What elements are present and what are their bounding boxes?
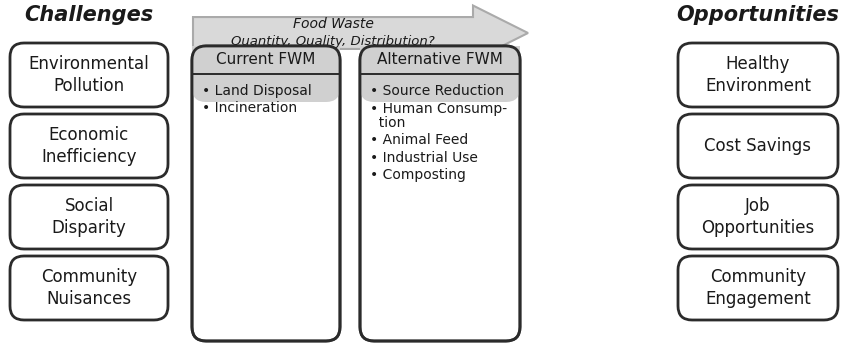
Text: • Composting: • Composting bbox=[370, 168, 466, 183]
Text: • Industrial Use: • Industrial Use bbox=[370, 151, 478, 165]
Text: tion: tion bbox=[370, 116, 405, 130]
FancyBboxPatch shape bbox=[192, 46, 340, 74]
Text: Community
Nuisances: Community Nuisances bbox=[41, 268, 137, 309]
Text: Economic
Inefficiency: Economic Inefficiency bbox=[42, 126, 137, 167]
FancyBboxPatch shape bbox=[678, 256, 838, 320]
Text: Current FWM: Current FWM bbox=[216, 53, 315, 68]
Text: Job
Opportunities: Job Opportunities bbox=[701, 196, 814, 237]
Text: Alternative FWM: Alternative FWM bbox=[377, 53, 503, 68]
Text: Environmental
Pollution: Environmental Pollution bbox=[29, 54, 150, 95]
FancyBboxPatch shape bbox=[10, 256, 168, 320]
Text: • Human Consump-: • Human Consump- bbox=[370, 102, 507, 115]
Text: • Animal Feed: • Animal Feed bbox=[370, 134, 468, 147]
FancyBboxPatch shape bbox=[678, 43, 838, 107]
Text: Opportunities: Opportunities bbox=[677, 5, 840, 25]
Text: • Land Disposal: • Land Disposal bbox=[202, 84, 312, 98]
FancyBboxPatch shape bbox=[360, 46, 520, 74]
FancyBboxPatch shape bbox=[678, 114, 838, 178]
FancyBboxPatch shape bbox=[360, 46, 520, 102]
FancyBboxPatch shape bbox=[10, 114, 168, 178]
FancyBboxPatch shape bbox=[10, 43, 168, 107]
Polygon shape bbox=[193, 5, 528, 61]
FancyBboxPatch shape bbox=[10, 185, 168, 249]
Text: • Source Reduction: • Source Reduction bbox=[370, 84, 504, 98]
Text: Food Waste: Food Waste bbox=[292, 17, 373, 31]
Text: Challenges: Challenges bbox=[25, 5, 154, 25]
FancyBboxPatch shape bbox=[192, 46, 340, 102]
Text: • Incineration: • Incineration bbox=[202, 102, 298, 115]
Text: Social
Disparity: Social Disparity bbox=[52, 196, 127, 237]
FancyBboxPatch shape bbox=[678, 185, 838, 249]
Text: Community
Engagement: Community Engagement bbox=[706, 268, 811, 309]
Text: Quantity, Quality, Distribution?: Quantity, Quality, Distribution? bbox=[231, 36, 435, 49]
FancyBboxPatch shape bbox=[360, 46, 520, 341]
Text: Healthy
Environment: Healthy Environment bbox=[705, 54, 811, 95]
FancyBboxPatch shape bbox=[192, 46, 340, 341]
Text: Cost Savings: Cost Savings bbox=[705, 137, 812, 155]
